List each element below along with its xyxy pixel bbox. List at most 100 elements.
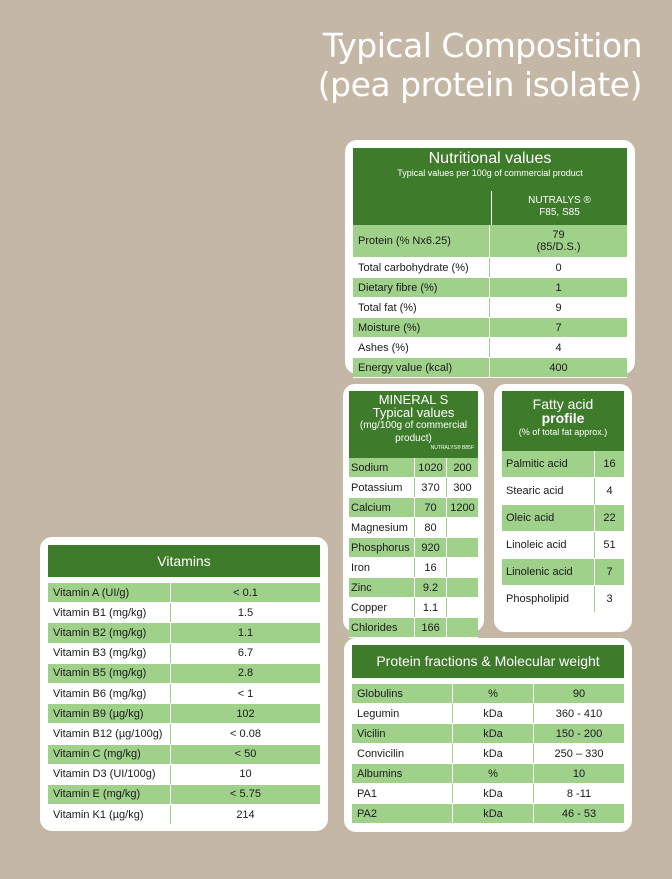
protein-fractions-title: Protein fractions & Molecular weight — [352, 645, 624, 684]
mineral-row: Zinc 9.2 — [349, 577, 478, 598]
vitamins-table: Vitamin A (UI/g) < 0.1 Vitamin B1 (mg/kg) 1… — [48, 583, 320, 826]
vitamin-label: Vitamin K1 (µg/kg) — [48, 804, 171, 826]
protein-fraction-label: Globulins — [352, 684, 453, 704]
protein-fraction-unit: % — [452, 763, 534, 784]
vitamin-value: 1.5 — [170, 602, 320, 624]
vitamins-card: Vitamins Vitamin A (UI/g) < 0.1 Vitamin B1… — [40, 537, 328, 831]
nutrition-row: Protein (% Nx6.25) 79 (85/D.S.) — [353, 225, 627, 258]
mineral-label: Copper — [349, 597, 415, 618]
mineral-value-2 — [446, 577, 478, 598]
vitamin-value: 1.1 — [170, 622, 320, 644]
nutrient-label: Total carbohydrate (%) — [353, 257, 490, 278]
fatty-acid-label: Linolenic acid — [502, 558, 595, 586]
fatty-acid-title-bold: profile — [541, 410, 585, 426]
vitamin-value: 10 — [170, 764, 320, 785]
vitamin-row: Vitamin B5 (mg/kg) 2.8 — [48, 663, 320, 684]
nutritional-values-card: Nutritional values Typical values per 10… — [345, 140, 635, 378]
vitamin-value: < 0.1 — [170, 583, 320, 604]
nutrition-row: Ashes (%) 4 — [353, 337, 627, 358]
vitamin-row: Vitamin K1 (µg/kg) 214 — [48, 804, 320, 826]
fatty-acid-row: Linoleic acid 51 — [502, 531, 624, 559]
nutrient-label: Energy value (kcal) — [353, 357, 490, 378]
protein-fraction-unit: % — [452, 684, 534, 704]
mineral-label: Sodium — [349, 458, 415, 478]
vitamin-value: 214 — [170, 804, 320, 826]
fatty-acid-value: 16 — [594, 451, 624, 478]
mineral-row: Copper 1.1 — [349, 597, 478, 618]
vitamin-value: < 5.75 — [170, 784, 320, 806]
nutritional-values-table: Protein (% Nx6.25) 79 (85/D.S.) Total carb… — [353, 225, 627, 378]
vitamin-label: Vitamin B6 (mg/kg) — [48, 683, 171, 705]
protein-fraction-value: 90 — [533, 684, 624, 704]
protein-fraction-row: PA2 kDa 46 - 53 — [352, 803, 624, 824]
mineral-row: Potassium 370 300 — [349, 477, 478, 498]
mineral-value-1: 920 — [414, 537, 447, 558]
protein-fraction-label: PA1 — [352, 783, 453, 804]
nutrient-label: Protein (% Nx6.25) — [353, 225, 490, 258]
mineral-value-2: 200 — [446, 458, 478, 478]
mineral-value-1: 1.1 — [414, 597, 447, 618]
title-line-1: Typical Composition — [322, 26, 643, 65]
nutrition-row: Moisture (%) 7 — [353, 317, 627, 338]
protein-fraction-row: Albumins% 10 — [352, 763, 624, 784]
vitamin-value: 2.8 — [170, 663, 320, 684]
protein-fraction-value: 360 - 410 — [533, 703, 624, 724]
vitamin-value: < 50 — [170, 744, 320, 765]
vitamin-label: Vitamin C (mg/kg) — [48, 744, 171, 765]
mineral-value-2 — [446, 617, 478, 638]
mineral-value-1: 166 — [414, 617, 447, 638]
vitamin-row: Vitamin B9 (µg/kg) 102 — [48, 703, 320, 725]
vitamin-label: Vitamin B1 (mg/kg) — [48, 602, 171, 624]
fatty-acid-title: Fatty acid — [532, 396, 594, 412]
fatty-acid-label: Oleic acid — [502, 504, 595, 532]
mineral-value-1: 370 — [414, 477, 447, 498]
mineral-label: Calcium — [349, 497, 415, 518]
nutritional-values-header: Nutritional values Typical values per 10… — [353, 148, 627, 191]
mineral-row: Iron 16 — [349, 557, 478, 578]
mineral-label: Iron — [349, 557, 415, 578]
nutritional-values-column-header: NUTRALYS ® F85, S85 — [353, 191, 627, 225]
protein-fraction-label: PA2 — [352, 803, 453, 824]
vitamin-row: Vitamin D3 (UI/100g) 10 — [48, 764, 320, 785]
minerals-unit: (mg/100g of commercial product) — [359, 420, 468, 444]
minerals-card: MINERAL S Typical values (mg/100g of com… — [343, 384, 484, 638]
protein-fraction-row: Vicilin kDa 150 - 200 — [352, 723, 624, 744]
vitamin-value: < 0.08 — [170, 723, 320, 745]
mineral-value-2: 1200 — [446, 497, 478, 518]
fatty-acid-row: Linolenic acid 7 — [502, 558, 624, 586]
nutrient-value: 7 — [489, 317, 627, 338]
protein-fraction-row: Convicilin kDa 250 – 330 — [352, 743, 624, 764]
fatty-acid-value: 51 — [594, 531, 624, 559]
vitamin-row: Vitamin A (UI/g) < 0.1 — [48, 583, 320, 604]
fatty-acid-value: 4 — [594, 477, 624, 505]
nutrient-value: 4 — [489, 337, 627, 358]
mineral-label: Phosphorus — [349, 537, 415, 558]
protein-fraction-label: Albumins — [352, 763, 453, 784]
mineral-value-1: 9.2 — [414, 577, 447, 598]
nutrient-label: Moisture (%) — [353, 317, 490, 338]
vitamin-value: < 1 — [170, 683, 320, 705]
mineral-value-2 — [446, 557, 478, 578]
vitamin-row: Vitamin B3 (mg/kg) 6.7 — [48, 643, 320, 664]
protein-fractions-table: Globulins% 90 Legumin kDa 360 - 410 Vicilin kD… — [352, 684, 624, 824]
mineral-value-1: 80 — [414, 517, 447, 538]
mineral-row: Magnesium 80 — [349, 517, 478, 538]
fatty-acid-value: 22 — [594, 504, 624, 532]
protein-fraction-row: PA1 kDa 8 -11 — [352, 783, 624, 804]
fatty-acid-row: Oleic acid 22 — [502, 504, 624, 532]
fatty-acid-label: Linoleic acid — [502, 531, 595, 559]
minerals-table: Sodium 1020 200 Potassium 370 300 Calcium 70 120… — [349, 458, 478, 638]
vitamin-row: Vitamin B1 (mg/kg) 1.5 — [48, 602, 320, 624]
nutrition-row: Total carbohydrate (%) 0 — [353, 257, 627, 278]
mineral-label: Zinc — [349, 577, 415, 598]
nutrient-label: Ashes (%) — [353, 337, 490, 358]
nutrient-value: 400 — [489, 357, 627, 378]
mineral-value-2: 300 — [446, 477, 478, 498]
fatty-acid-table: Palmitic acid 16 Stearic acid 4 Oleic acid 22… — [502, 451, 624, 613]
fatty-acid-header: Fatty acid profile (% of total fat appro… — [502, 391, 624, 451]
mineral-row: Chlorides 166 — [349, 617, 478, 638]
vitamin-label: Vitamin D3 (UI/100g) — [48, 764, 171, 785]
protein-fraction-label: Legumin — [352, 703, 453, 724]
protein-fraction-label: Convicilin — [352, 743, 453, 764]
vitamin-label: Vitamin B12 (µg/100g) — [48, 723, 171, 745]
